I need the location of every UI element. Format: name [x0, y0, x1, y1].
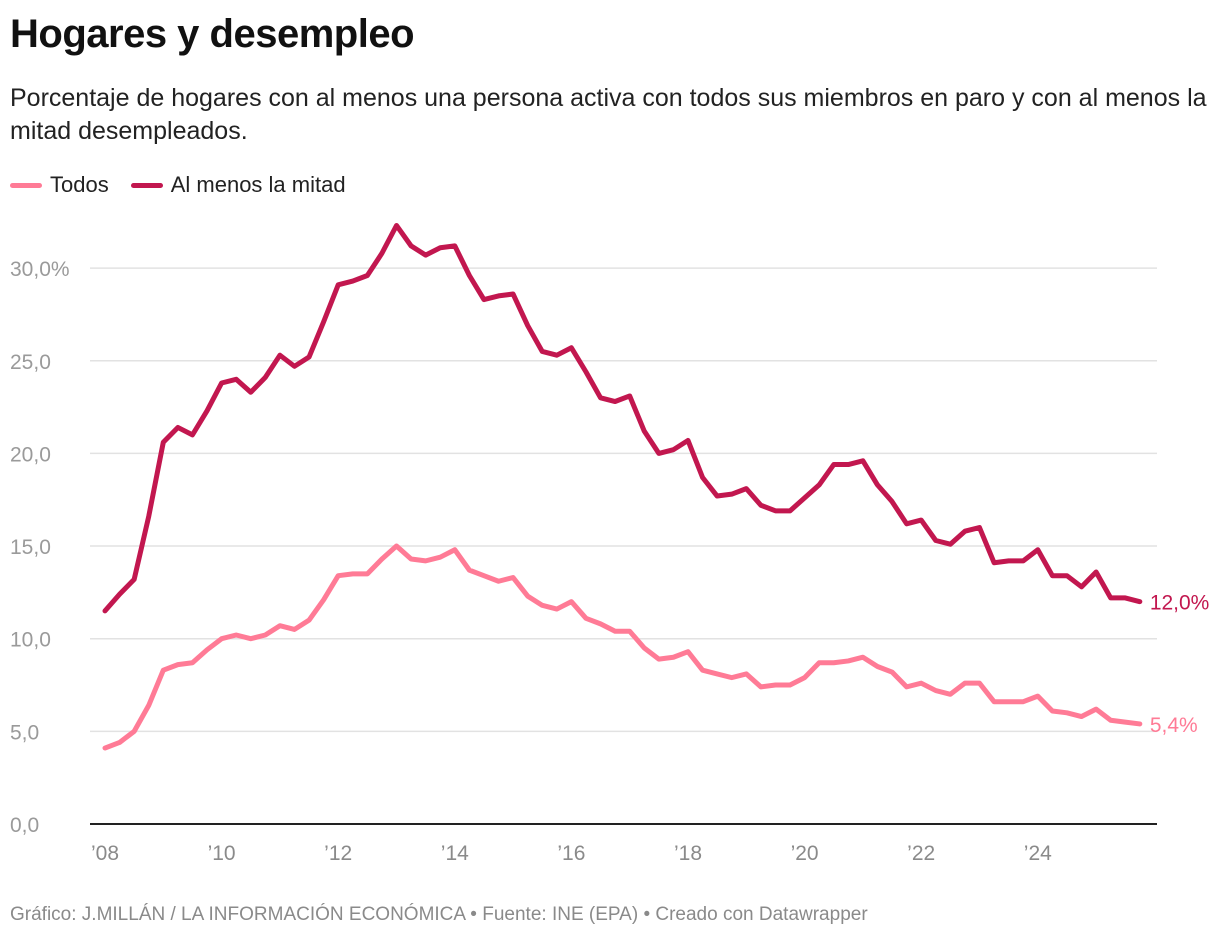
- end-value-label: 5,4%: [1150, 714, 1198, 737]
- x-tick-label: ’12: [324, 842, 352, 865]
- y-tick-label: 15,0: [10, 536, 51, 559]
- x-tick-label: ’08: [91, 842, 119, 865]
- x-tick-label: ’20: [791, 842, 819, 865]
- x-tick-label: ’18: [674, 842, 702, 865]
- y-tick-label: 10,0: [10, 629, 51, 652]
- legend-label: Todos: [50, 172, 109, 197]
- y-tick-label: 0,0: [10, 814, 39, 837]
- legend-label: Al menos la mitad: [170, 172, 346, 197]
- x-tick-label: ’14: [441, 842, 469, 865]
- series-line-todos: [102, 543, 1143, 751]
- y-tick-label: 25,0: [10, 351, 51, 374]
- legend-swatch: [130, 182, 163, 188]
- legend-swatch: [10, 182, 42, 188]
- chart-subtitle: Porcentaje de hogares con al menos una p…: [10, 84, 1207, 145]
- series-line-al-menos-la-mitad: [102, 222, 1143, 614]
- legend-item-mitad: Al menos la mitad: [130, 172, 346, 198]
- x-tick-label: ’10: [208, 842, 236, 865]
- x-tick-label: ’16: [557, 842, 585, 865]
- end-value-label: 12,0%: [1150, 592, 1210, 615]
- legend-item-todos: Todos: [10, 172, 109, 198]
- y-tick-label: 30,0%: [10, 258, 70, 281]
- y-tick-label: 5,0: [10, 721, 39, 744]
- legend: Todos Al menos la mitad: [10, 172, 346, 198]
- chart-title: Hogares y desempleo: [10, 12, 415, 56]
- x-tick-label: ’24: [1024, 842, 1052, 865]
- x-tick-label: ’22: [907, 842, 935, 865]
- y-tick-label: 20,0: [10, 443, 51, 466]
- footer-credits: Gráfico: J.MILLÁN / LA INFORMACIÓN ECONÓ…: [10, 904, 868, 925]
